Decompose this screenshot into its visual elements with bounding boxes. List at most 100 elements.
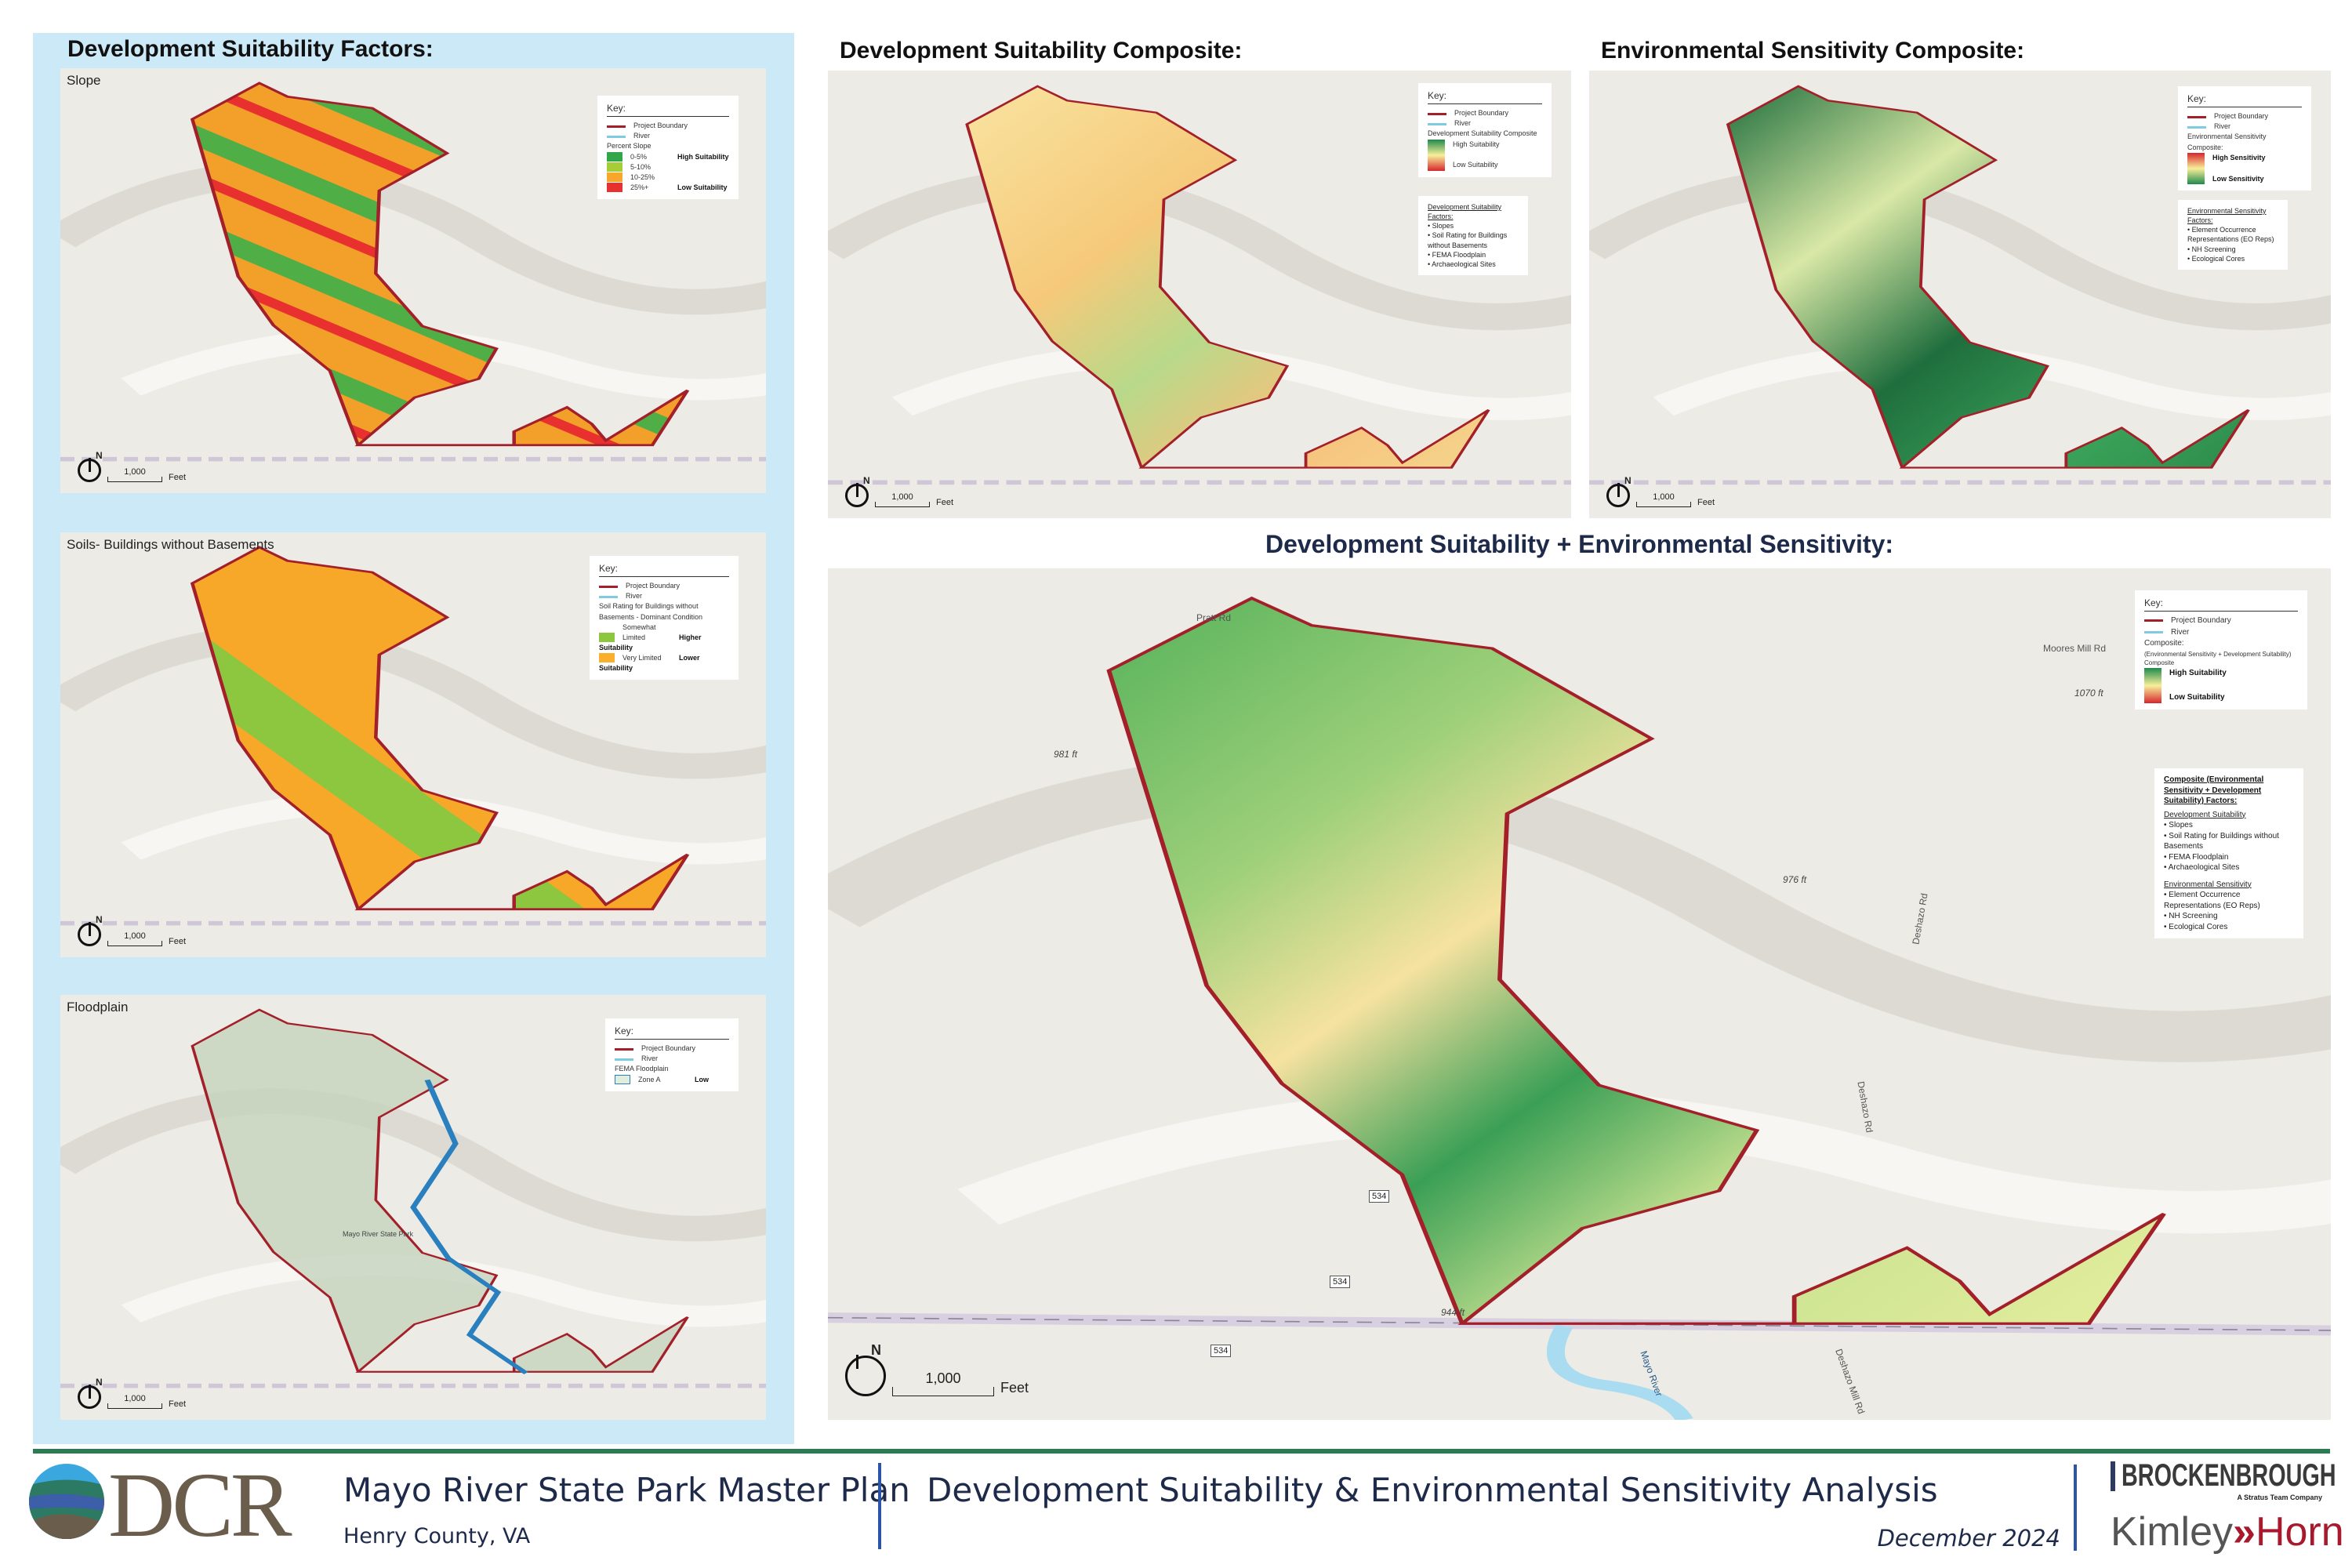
- slope-key: Key: Project Boundary River Percent Slop…: [597, 96, 739, 199]
- route-shield: 534: [1330, 1276, 1351, 1288]
- key-boundary: Project Boundary: [2214, 112, 2269, 121]
- legend-ramp: [2144, 668, 2161, 704]
- floodplain-key: Key: Project Boundary River FEMA Floodpl…: [605, 1018, 739, 1091]
- env-factors: Environmental Sensitivity Factors: Eleme…: [2178, 200, 2288, 270]
- factors-title: Development Suitability Factors:: [67, 36, 434, 62]
- project-boundary: [191, 1008, 689, 1373]
- soils-map[interactable]: Soils- Buildings without Basements Key: …: [60, 532, 766, 957]
- dcr-logo-text: DCR: [108, 1454, 292, 1556]
- map-subtitle: Slope: [67, 73, 101, 88]
- legend-high: High Suitability: [2169, 669, 2227, 678]
- project-location: Henry County, VA: [343, 1524, 531, 1548]
- key-boundary: Project Boundary: [2171, 616, 2231, 626]
- boundary-swatch: [607, 125, 626, 128]
- route-shield: 534: [1369, 1190, 1390, 1203]
- soil-class: Very Limited Lower Suitability: [599, 653, 700, 672]
- key-title: Key:: [1428, 89, 1542, 105]
- route-shield: 534: [1210, 1345, 1232, 1357]
- dev-composite-title: Development Suitability Composite:: [840, 38, 1243, 64]
- env-key: Key: Project Boundary River Environmenta…: [2178, 86, 2311, 191]
- project-boundary: [965, 85, 1490, 469]
- scale-bar: N 1,000 Feet: [78, 450, 186, 482]
- key-river: River: [641, 1054, 659, 1063]
- legend-subtitle: (Environmental Sensitivity + Development…: [2144, 650, 2292, 658]
- dev-heading: Development Suitability: [2164, 810, 2246, 819]
- legend-title: Development Suitability Composite: [1428, 129, 1537, 138]
- key-title: Key:: [607, 102, 729, 118]
- legend-low: Low Sensitivity: [2212, 174, 2264, 183]
- footer-rule: [33, 1449, 2330, 1454]
- floodplain-zone: [410, 1079, 528, 1374]
- footer-divider: [2074, 1465, 2077, 1551]
- project-name: Mayo River State Park Master Plan: [343, 1471, 910, 1509]
- env-composite-map[interactable]: Key: Project Boundary River Environmenta…: [1589, 71, 2331, 518]
- slope-map[interactable]: Slope Key: Project Boundary River Percen…: [60, 68, 766, 493]
- key-title: Key:: [599, 562, 729, 578]
- slope-class: 10-25%: [607, 172, 729, 183]
- kimley-horn-logo: Kimley»Horn: [2111, 1509, 2344, 1555]
- north-arrow-icon: N: [78, 914, 103, 946]
- project-boundary: [190, 546, 690, 911]
- legend-ramp: [1428, 139, 1445, 171]
- footer-divider: [878, 1463, 881, 1549]
- brockenbrough-logo: BROCKENBROUGH A Stratus Team Company: [2111, 1458, 2336, 1501]
- elevation-label: 981 ft: [1054, 749, 1078, 760]
- factors-title: Development Suitability Factors:: [1428, 203, 1502, 221]
- key-title: Key:: [615, 1025, 729, 1040]
- slope-class: 25%+ Low Suitability: [607, 183, 729, 193]
- legend-ramp: [2187, 152, 2205, 184]
- key-river: River: [2214, 122, 2231, 131]
- legend-low: Low Suitability: [1453, 161, 1498, 169]
- elevation-label: 1070 ft: [2074, 688, 2103, 699]
- env-composite-title: Environmental Sensitivity Composite:: [1601, 38, 2025, 64]
- key-title: Key:: [2144, 597, 2298, 612]
- north-arrow-icon: N: [845, 1342, 886, 1396]
- north-arrow-icon: N: [78, 1377, 103, 1409]
- map-subtitle: Soils- Buildings without Basements: [67, 537, 274, 552]
- river: [1546, 1324, 1693, 1420]
- soils-key: Key: Project Boundary River Soil Rating …: [590, 556, 739, 680]
- key-river: River: [633, 132, 651, 140]
- combined-key: Key: Project Boundary River Composite: (…: [2135, 590, 2307, 710]
- dev-composite-map[interactable]: Key: Project Boundary River Development …: [828, 71, 1571, 518]
- scale-bar: N 1,000 Feet: [1606, 475, 1715, 507]
- key-boundary: Project Boundary: [633, 122, 688, 130]
- project-boundary: [190, 82, 690, 447]
- legend-title: Soil Rating for Buildings without Baseme…: [599, 602, 703, 621]
- combined-map[interactable]: Pratt Rd Moores Mill Rd Deshazo Rd Desha…: [828, 568, 2331, 1420]
- elevation-label: 944 ft: [1441, 1307, 1465, 1318]
- slope-class: 0-5% High Suitability: [607, 152, 729, 162]
- key-boundary: Project Boundary: [1454, 109, 1509, 118]
- key-river: River: [1454, 119, 1472, 128]
- floodplain-map[interactable]: Floodplain Mayo River State Park Key: Pr…: [60, 995, 766, 1420]
- project-boundary: [1106, 596, 2166, 1325]
- river-swatch: [607, 135, 626, 138]
- legend-low: Low Suitability: [2169, 692, 2225, 702]
- sheet-date: December 2024: [1877, 1525, 2060, 1552]
- dcr-logo-icon: [27, 1462, 106, 1541]
- project-boundary: [1726, 85, 2250, 469]
- key-boundary: Project Boundary: [641, 1044, 696, 1053]
- key-title: Key:: [2187, 93, 2302, 108]
- factors-title: Environmental Sensitivity Factors:: [2187, 207, 2267, 225]
- legend-title: FEMA Floodplain: [615, 1065, 669, 1073]
- key-boundary: Project Boundary: [626, 582, 681, 590]
- chevron-icon: »: [2233, 1509, 2256, 1555]
- map-subtitle: Floodplain: [67, 1000, 129, 1014]
- road-label: Moores Mill Rd: [2043, 643, 2107, 654]
- brockenbrough-mark-icon: [2111, 1461, 2115, 1491]
- north-arrow-icon: N: [1606, 475, 1632, 507]
- legend-title: Percent Slope: [607, 142, 652, 151]
- legend-title: Environmental Sensitivity Composite:: [2187, 132, 2267, 151]
- scale-bar: N 1,000 Feet: [845, 475, 953, 507]
- dev-factors: Development Suitability Factors: SlopesS…: [1418, 196, 1528, 275]
- scale-bar: N 1,000 Feet: [78, 914, 186, 946]
- north-arrow-icon: N: [845, 475, 870, 507]
- elevation-label: 976 ft: [1783, 874, 1807, 885]
- sheet-title: Development Suitability & Environmental …: [927, 1471, 1938, 1509]
- dev-key: Key: Project Boundary River Development …: [1418, 83, 1552, 177]
- legend-title: Composite:: [2144, 639, 2184, 648]
- legend-high: High Sensitivity: [2212, 153, 2266, 162]
- slope-class: 5-10%: [607, 162, 729, 172]
- park-label: Mayo River State Park: [343, 1230, 414, 1238]
